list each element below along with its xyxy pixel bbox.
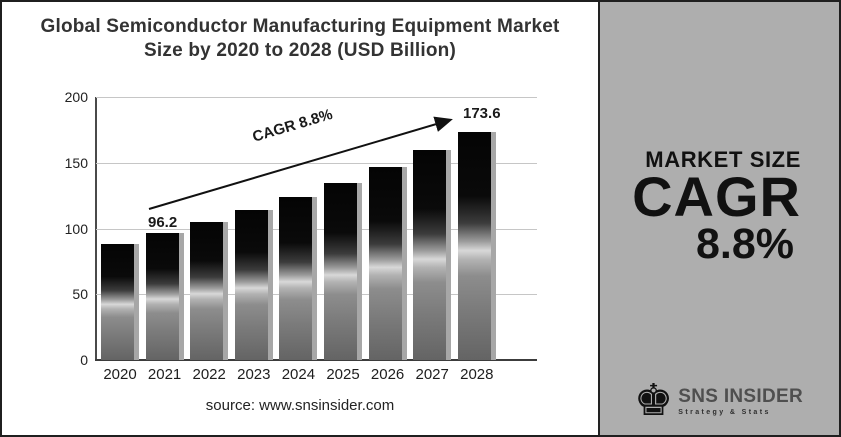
y-tick-label-150: 150 <box>64 154 88 171</box>
source-note: source: www.snsinsider.com <box>205 397 395 414</box>
bar-2026 <box>368 167 407 360</box>
x-tick-label-2021: 2021 <box>147 366 182 383</box>
chart-section: Global Semiconductor Manufacturing Equip… <box>2 2 598 435</box>
bar-2028 <box>457 131 496 360</box>
x-tick-label-2022: 2022 <box>192 366 226 383</box>
chess-king-icon: ♚ <box>633 375 674 426</box>
bar-2022 <box>190 222 229 360</box>
y-tick-label-100: 100 <box>64 220 88 237</box>
side-panel: MARKET SIZE CAGR 8.8% ♚ SNS INSIDER Stra… <box>598 2 839 435</box>
gridline-200 <box>96 97 537 98</box>
x-axis-line <box>95 359 537 361</box>
value-label-2028: 173.6 <box>463 105 501 122</box>
logo-tagline: Strategy & Stats <box>678 408 771 416</box>
logo-name: SNS INSIDER <box>678 385 803 407</box>
chart-title: Global Semiconductor Manufacturing Equip… <box>2 15 598 63</box>
bar-2023 <box>234 210 273 360</box>
bar-2024 <box>279 197 318 360</box>
bar-2027 <box>413 150 452 360</box>
cagr-value: 8.8% <box>695 220 794 268</box>
x-tick-label-2023: 2023 <box>237 366 271 383</box>
panel-text: MARKET SIZE CAGR 8.8% <box>632 147 801 268</box>
x-tick-label-2024: 2024 <box>281 366 316 383</box>
chart-title-line1: Global Semiconductor Manufacturing Equip… <box>40 16 560 37</box>
x-tick-label-2020: 2020 <box>103 366 137 383</box>
bar-2021 <box>145 233 184 360</box>
trend-cagr-label: CAGR 8.8% <box>250 105 335 146</box>
market-size-label: MARKET SIZE <box>645 147 801 172</box>
y-tick-label-50: 50 <box>72 286 88 303</box>
sns-insider-logo: ♚ SNS INSIDER Strategy & Stats <box>634 379 803 423</box>
chart-title-line2: Size by 2020 to 2028 (USD Billion) <box>144 40 456 61</box>
logo-text: SNS INSIDER Strategy & Stats <box>678 385 803 416</box>
cagr-label: CAGR <box>632 165 801 228</box>
x-tick-label-2026: 2026 <box>370 366 405 383</box>
bar-2020 <box>101 243 139 360</box>
y-tick-label-200: 200 <box>64 89 88 105</box>
x-tick-label-2027: 2027 <box>415 366 449 383</box>
y-tick-label-0: 0 <box>80 352 88 368</box>
x-tick-label-2028: 2028 <box>460 366 494 383</box>
value-label-2021: 96.2 <box>148 214 178 231</box>
x-tick-label-2025: 2025 <box>326 366 360 383</box>
bar-chart-plot: 0 50 100 150 200 2020 2021 2022 2023 2024 2025 2026… <box>2 2 598 435</box>
bar-2025 <box>324 182 362 360</box>
